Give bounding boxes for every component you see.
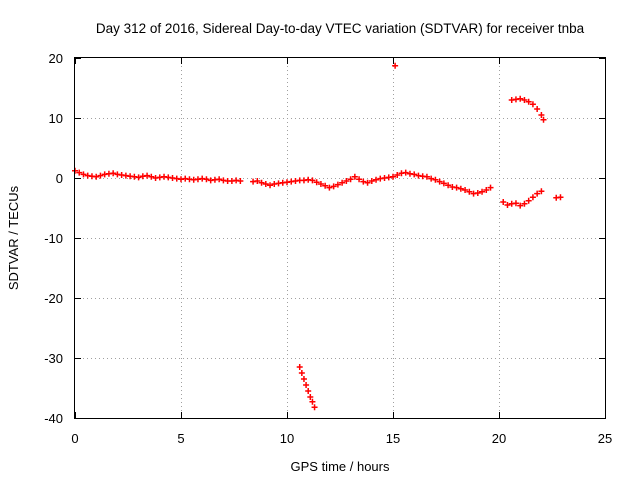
data-point	[428, 175, 435, 182]
data-point	[93, 173, 100, 180]
data-point	[504, 202, 511, 208]
data-point	[267, 182, 274, 189]
data-point	[392, 62, 399, 69]
data-point	[521, 200, 528, 207]
data-point	[135, 174, 142, 181]
data-point	[445, 182, 452, 189]
data-point	[436, 178, 443, 185]
data-point	[339, 179, 346, 186]
data-point	[368, 178, 375, 184]
data-point	[360, 178, 367, 185]
data-point	[462, 187, 469, 193]
x-tick-label: 25	[598, 431, 612, 446]
data-point	[298, 370, 305, 376]
y-tick-label: 0	[56, 171, 63, 186]
data-point	[317, 181, 324, 187]
y-tick-label: -20	[44, 291, 63, 306]
data-point	[557, 194, 564, 201]
y-tick-label: -10	[44, 231, 63, 246]
x-axis-label: GPS time / hours	[291, 459, 390, 474]
data-point	[313, 179, 320, 186]
plot-frame	[74, 57, 606, 419]
data-point	[334, 181, 341, 188]
data-point	[423, 173, 430, 180]
data-points	[72, 62, 564, 411]
data-point	[237, 178, 244, 184]
x-tick-label: 20	[492, 431, 506, 446]
data-point	[525, 197, 532, 204]
data-point	[411, 171, 418, 178]
data-point	[347, 176, 354, 183]
data-point	[517, 95, 524, 102]
y-axis-label: SDTVAR / TECUs	[6, 185, 21, 290]
data-point	[529, 194, 536, 201]
x-tick-label: 10	[280, 431, 294, 446]
data-point	[309, 398, 316, 405]
data-point	[457, 185, 464, 192]
y-tick-label: 10	[49, 111, 63, 126]
data-point	[474, 190, 481, 196]
data-point	[258, 179, 265, 186]
data-point	[538, 112, 545, 118]
y-tick-label: 20	[49, 51, 63, 66]
data-point	[540, 116, 547, 123]
data-point	[466, 188, 473, 195]
data-point	[440, 180, 447, 187]
data-point	[529, 101, 536, 108]
data-point	[262, 181, 269, 187]
data-point	[216, 176, 223, 183]
data-point	[453, 184, 460, 191]
x-tick-label: 5	[177, 431, 184, 446]
data-point	[402, 169, 409, 176]
chart-title: Day 312 of 2016, Sidereal Day-to-day VTE…	[96, 21, 585, 36]
data-point	[300, 376, 307, 382]
y-tick-label: -40	[44, 411, 63, 426]
data-point	[296, 364, 303, 370]
tick-labels: 0 5 10 15 20 25 -40 -30 -20 -10 0 10 20	[44, 51, 612, 446]
data-point	[390, 173, 396, 180]
data-point	[517, 202, 524, 209]
data-point	[303, 382, 310, 388]
data-point	[432, 176, 439, 183]
data-point	[525, 98, 532, 105]
data-point	[373, 176, 380, 183]
data-point	[144, 172, 151, 179]
data-point	[330, 183, 337, 190]
data-point	[521, 97, 528, 103]
data-point	[76, 169, 83, 176]
x-tick-label: 15	[386, 431, 400, 446]
data-point	[326, 184, 333, 191]
data-point	[351, 173, 358, 180]
data-point	[309, 177, 316, 184]
data-point	[500, 199, 507, 205]
data-point	[343, 178, 350, 184]
data-point	[110, 170, 117, 177]
data-point	[305, 388, 312, 394]
x-tick-label: 0	[71, 431, 78, 446]
data-point	[512, 200, 519, 207]
data-point	[148, 173, 155, 180]
data-point	[394, 172, 401, 178]
data-point	[483, 187, 490, 193]
data-point	[487, 184, 494, 191]
data-point	[80, 171, 87, 178]
data-point	[311, 404, 318, 411]
data-point	[254, 178, 261, 184]
data-point	[538, 188, 545, 195]
data-point	[203, 176, 210, 183]
data-point	[534, 106, 541, 112]
data-point	[479, 188, 486, 195]
data-point	[322, 182, 329, 189]
y-tick-label: -30	[44, 351, 63, 366]
data-point	[364, 179, 371, 186]
data-point	[356, 176, 363, 183]
data-point	[534, 190, 541, 197]
data-point	[97, 172, 104, 179]
data-point	[307, 394, 314, 400]
